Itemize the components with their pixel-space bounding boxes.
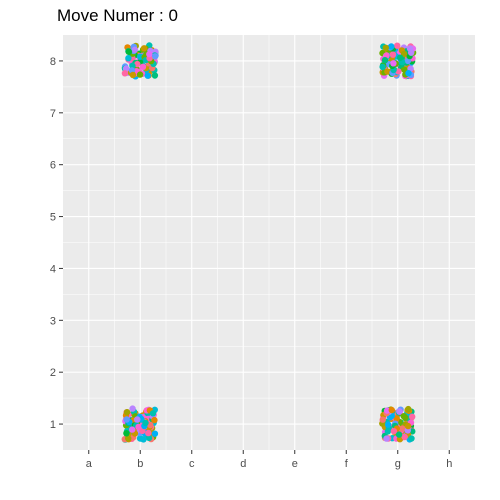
data-point [145,434,153,442]
data-point [151,430,159,437]
data-point [390,428,398,435]
x-tick-label: h [446,458,452,470]
data-point [121,70,129,77]
y-tick-label: 8 [50,56,56,68]
x-tick-label: g [395,458,401,470]
data-point [145,429,152,437]
data-point [123,409,131,416]
data-point [385,421,392,428]
x-axis: a b c d e f g h [86,450,452,470]
data-point [129,426,136,433]
data-point [388,406,395,414]
y-tick-label: 3 [50,315,56,327]
data-point [152,53,159,60]
data-point [125,435,132,442]
y-tick-label: 2 [50,367,56,379]
y-tick-label: 4 [50,263,56,275]
data-point [139,427,146,435]
data-point [395,68,402,75]
data-point [151,72,159,79]
data-point [144,72,151,79]
x-tick-label: c [189,458,195,470]
data-point [379,416,386,423]
data-point [129,71,137,79]
y-tick-label: 5 [50,212,56,224]
data-point [149,410,157,417]
data-point [134,60,141,68]
data-point [129,62,136,69]
data-point [405,70,412,77]
y-tick-label: 6 [50,160,56,172]
x-tick-label: d [240,458,246,470]
x-tick-label: b [137,458,143,470]
data-point [382,44,389,51]
data-point [408,49,415,56]
data-point [393,415,400,422]
data-point [151,416,158,424]
data-point [125,48,133,55]
data-point [396,408,403,415]
data-point [397,54,404,61]
data-point [146,50,153,58]
data-point [140,45,148,52]
data-point [404,57,412,65]
data-point [405,405,412,413]
x-tick-label: f [345,458,349,470]
data-point [379,63,386,71]
y-axis: 1 2 3 4 5 6 7 8 [50,56,63,431]
data-point [381,57,389,64]
data-point [125,55,132,62]
y-tick-label: 7 [50,108,56,120]
data-point [123,416,130,423]
data-point [395,431,403,438]
x-tick-label: a [86,458,93,470]
data-point [404,422,412,430]
data-point [140,436,147,443]
data-point [139,63,147,70]
y-tick-label: 1 [50,419,56,431]
data-point [131,46,138,53]
data-point [383,407,391,414]
data-point [394,42,401,49]
minor-gridlines [63,35,475,450]
data-point [389,51,397,58]
data-point [402,414,409,421]
data-point [136,71,144,78]
major-gridlines [63,35,475,450]
data-point [390,60,397,67]
data-point [135,423,142,431]
data-point [401,66,408,73]
data-point [383,435,390,442]
data-point [388,43,395,50]
data-points [121,42,417,443]
data-point [147,421,154,429]
data-point [123,430,130,437]
data-point [134,416,141,423]
data-point [384,68,391,75]
data-point [142,419,149,427]
x-tick-label: e [292,458,298,470]
data-point [129,405,136,412]
data-point [409,413,416,420]
data-point [408,435,415,442]
chart-title: Move Numer : 0 [57,6,178,25]
data-point [399,425,406,432]
data-point [401,433,408,441]
